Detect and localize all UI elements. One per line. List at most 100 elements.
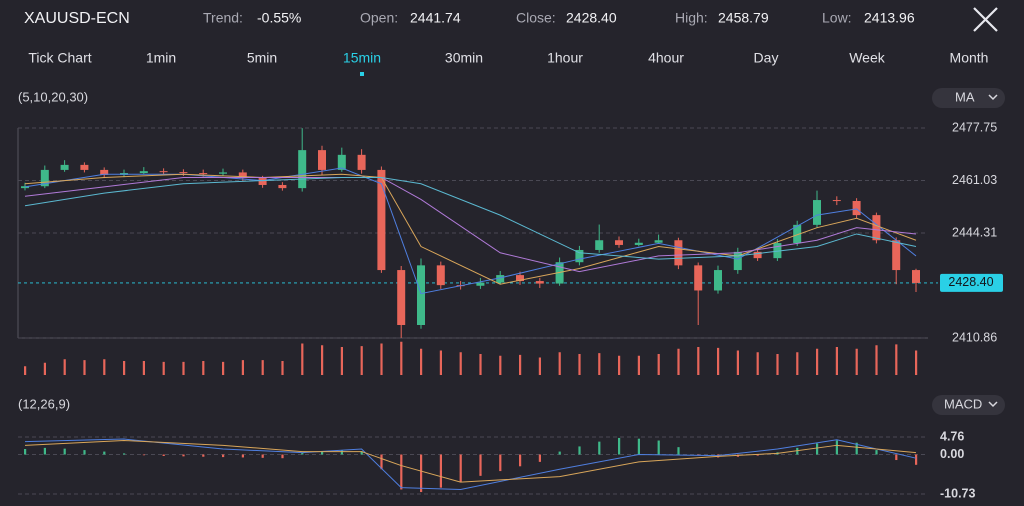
y-tick-label: 4.76 <box>940 429 964 443</box>
candle-body <box>476 282 485 286</box>
candle-body <box>179 172 188 174</box>
macd-bar <box>241 454 244 458</box>
candle-body <box>159 171 168 173</box>
candle-body <box>535 281 544 284</box>
ma-dropdown[interactable] <box>932 88 1005 108</box>
volume-bar <box>578 354 581 375</box>
candle-body <box>60 164 69 170</box>
volume-bar <box>816 348 819 375</box>
macd-bar <box>637 438 640 455</box>
volume-bar <box>538 357 541 375</box>
macd-bar <box>281 454 284 459</box>
candle-body <box>615 240 623 245</box>
low-value: 2413.96 <box>864 10 915 26</box>
macd-bar <box>835 440 838 455</box>
macd-bar <box>558 451 561 455</box>
candle-body <box>634 242 643 245</box>
macd-bar <box>261 454 264 458</box>
candle-body <box>773 243 782 259</box>
y-tick-label: 2461.03 <box>952 173 997 187</box>
ma-params: (5,10,20,30) <box>18 89 88 104</box>
volume-bar <box>657 354 660 375</box>
volume-bar <box>618 355 621 375</box>
timeframe-tab[interactable]: 4hour <box>648 50 684 66</box>
macd-bar <box>598 441 601 455</box>
volume-bar <box>697 347 700 375</box>
volume-bar <box>123 361 126 375</box>
volume-bar <box>895 344 898 375</box>
close-button[interactable] <box>973 7 998 32</box>
y-tick-label: 0.00 <box>940 447 964 461</box>
dropdown-caret <box>988 94 998 101</box>
volume-bar <box>420 348 423 375</box>
volume-bar <box>162 361 165 375</box>
macd-bar <box>578 446 581 455</box>
macd-bar <box>142 454 145 456</box>
symbol: XAUUSD-ECN <box>24 10 130 27</box>
ma-line <box>24 176 917 273</box>
candle-body <box>417 265 425 326</box>
volume-bar <box>360 346 363 375</box>
macd-line <box>24 440 917 483</box>
volume-bar <box>261 360 264 375</box>
candle-body <box>674 240 683 266</box>
open-value: 2441.74 <box>410 10 461 26</box>
candle-body <box>753 251 762 259</box>
last-price-badge <box>940 273 1003 292</box>
timeframe-tab[interactable]: 1min <box>146 50 176 66</box>
macd-bar <box>855 442 858 455</box>
last-price-label: 2428.40 <box>948 275 993 289</box>
candle-body <box>892 240 901 271</box>
volume-bar <box>499 355 502 375</box>
macd-bar <box>875 450 878 455</box>
candle-body <box>21 186 29 189</box>
candle-body <box>852 200 861 216</box>
timeframe-tab[interactable]: 1hour <box>547 50 583 66</box>
volume-bar <box>103 359 106 375</box>
volume-bar <box>677 348 680 375</box>
candle-body <box>258 178 267 185</box>
volume-bar <box>915 350 918 375</box>
volume-bar <box>301 343 304 375</box>
timeframe-tab[interactable]: Day <box>754 50 779 66</box>
candle-body <box>100 169 109 175</box>
macd-bar <box>162 454 165 456</box>
macd-bar <box>123 453 126 455</box>
volume-bar <box>756 352 759 375</box>
low-label: Low: <box>822 10 852 26</box>
candle-body <box>793 224 802 244</box>
candle-body <box>714 270 722 291</box>
high-value: 2458.79 <box>718 10 769 26</box>
candle-body <box>436 265 445 286</box>
candle-body <box>80 164 89 170</box>
macd-bar <box>895 454 898 461</box>
candle-body <box>318 150 326 170</box>
dropdown-caret <box>988 401 998 408</box>
timeframe-tab[interactable]: Month <box>950 50 989 66</box>
macd-bar <box>538 454 541 462</box>
timeframe-tab[interactable]: Tick Chart <box>28 50 91 66</box>
candle-body <box>397 270 406 326</box>
volume-bar <box>459 352 462 375</box>
y-tick-label: 2477.75 <box>952 120 997 134</box>
timeframe-tab[interactable]: 5min <box>247 50 277 66</box>
candle-body <box>219 172 227 174</box>
macd-dropdown[interactable] <box>932 395 1005 415</box>
candle-body <box>733 251 742 271</box>
macd-bar <box>63 448 66 455</box>
timeframe-tab[interactable]: Week <box>849 50 886 66</box>
trend-value: -0.55% <box>257 10 301 26</box>
macd-bar <box>301 453 304 455</box>
timeframe-tab[interactable]: 30min <box>445 50 483 66</box>
volume-bar <box>736 350 739 375</box>
candle-body <box>496 275 505 283</box>
volume-bar <box>83 360 86 375</box>
close-icon <box>973 7 998 32</box>
candle-body <box>298 150 307 189</box>
trend-label: Trend: <box>203 10 243 26</box>
timeframe-tab[interactable]: 15min <box>343 50 381 66</box>
macd-bar <box>479 454 482 476</box>
